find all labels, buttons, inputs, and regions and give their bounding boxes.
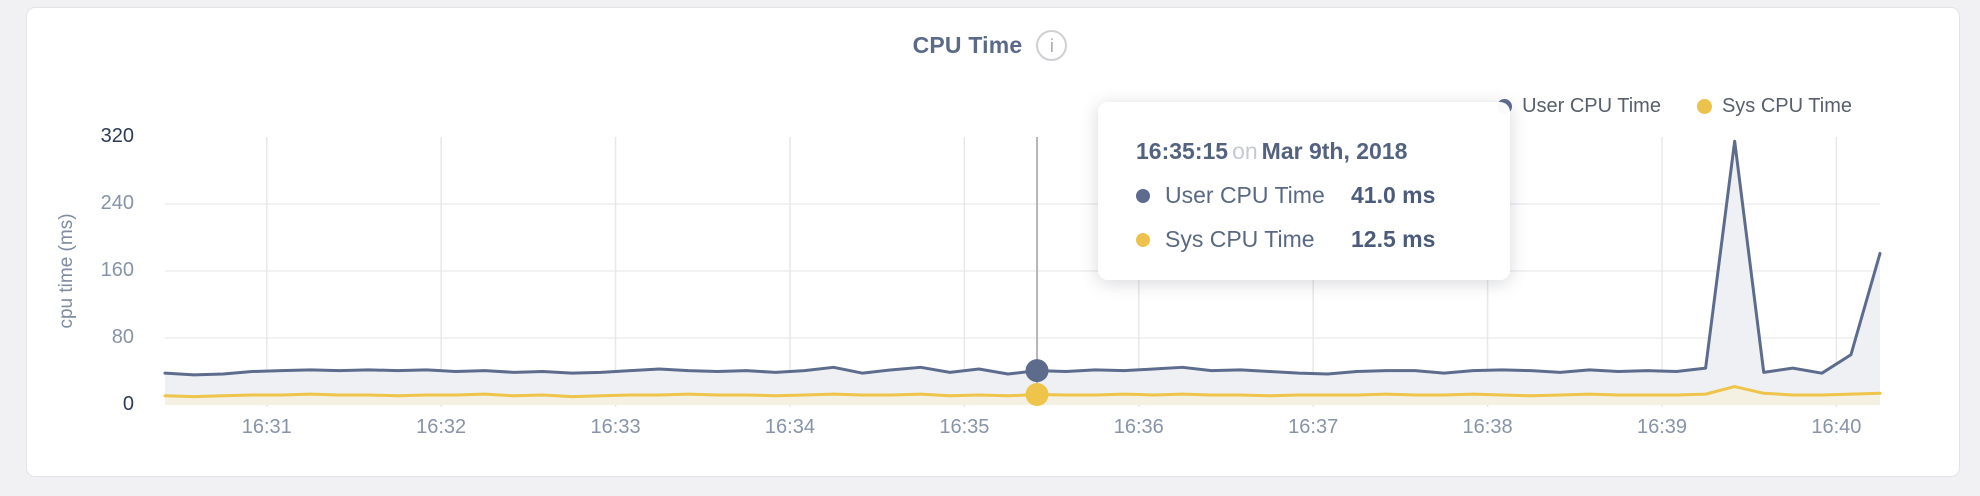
x-tick-label: 16:34 xyxy=(764,416,815,438)
tooltip-sys-value: 12.5 ms xyxy=(1351,226,1436,252)
legend-item-user[interactable]: User CPU Time xyxy=(1497,95,1661,118)
tooltip-time: 16:35:15 xyxy=(1136,138,1229,164)
user-series-dot-icon xyxy=(1136,188,1150,203)
tooltip-on: on xyxy=(1232,138,1258,164)
x-tick-label: 16:39 xyxy=(1636,416,1688,438)
x-tick-label: 16:38 xyxy=(1462,416,1513,438)
hover-tooltip: 16:35:15 on Mar 9th, 2018 User CPU Time 41… xyxy=(1098,102,1510,280)
legend-label-user: User CPU Time xyxy=(1522,95,1661,117)
tooltip-row-sys: Sys CPU Time 12.5 ms xyxy=(1136,226,1510,253)
info-icon[interactable]: i xyxy=(1036,30,1068,61)
chart-legend: User CPU Time Sys CPU Time xyxy=(1497,95,1852,118)
sys-series-dot-icon xyxy=(1136,232,1150,247)
legend-item-sys[interactable]: Sys CPU Time xyxy=(1696,95,1852,118)
x-tick-label: 16:36 xyxy=(1113,416,1164,438)
x-tick-label: 16:37 xyxy=(1288,416,1339,438)
chart-title: CPU Time xyxy=(912,32,1023,58)
y-tick-label: 320 xyxy=(100,125,134,147)
tooltip-sys-label: Sys CPU Time xyxy=(1165,226,1315,252)
tooltip-user-label: User CPU Time xyxy=(1165,182,1325,208)
x-tick-label: 16:33 xyxy=(590,416,641,438)
y-tick-label: 160 xyxy=(100,259,134,281)
chart-header: CPU Time i xyxy=(0,30,1980,61)
sys-series-dot-icon xyxy=(1696,99,1712,114)
tooltip-header: 16:35:15 on Mar 9th, 2018 xyxy=(1136,138,1510,165)
y-tick-label: 240 xyxy=(100,192,134,214)
tooltip-row-user: User CPU Time 41.0 ms xyxy=(1136,182,1510,209)
y-tick-label: 80 xyxy=(111,326,134,348)
x-tick-label: 16:35 xyxy=(939,416,990,438)
x-tick-label: 16:40 xyxy=(1811,416,1862,438)
legend-label-sys: Sys CPU Time xyxy=(1721,95,1852,117)
x-tick-label: 16:31 xyxy=(241,416,292,438)
tooltip-date: Mar 9th, 2018 xyxy=(1261,138,1408,164)
y-tick-label: 0 xyxy=(122,393,134,415)
x-tick-label: 16:32 xyxy=(416,416,467,438)
tooltip-user-value: 41.0 ms xyxy=(1351,182,1436,208)
